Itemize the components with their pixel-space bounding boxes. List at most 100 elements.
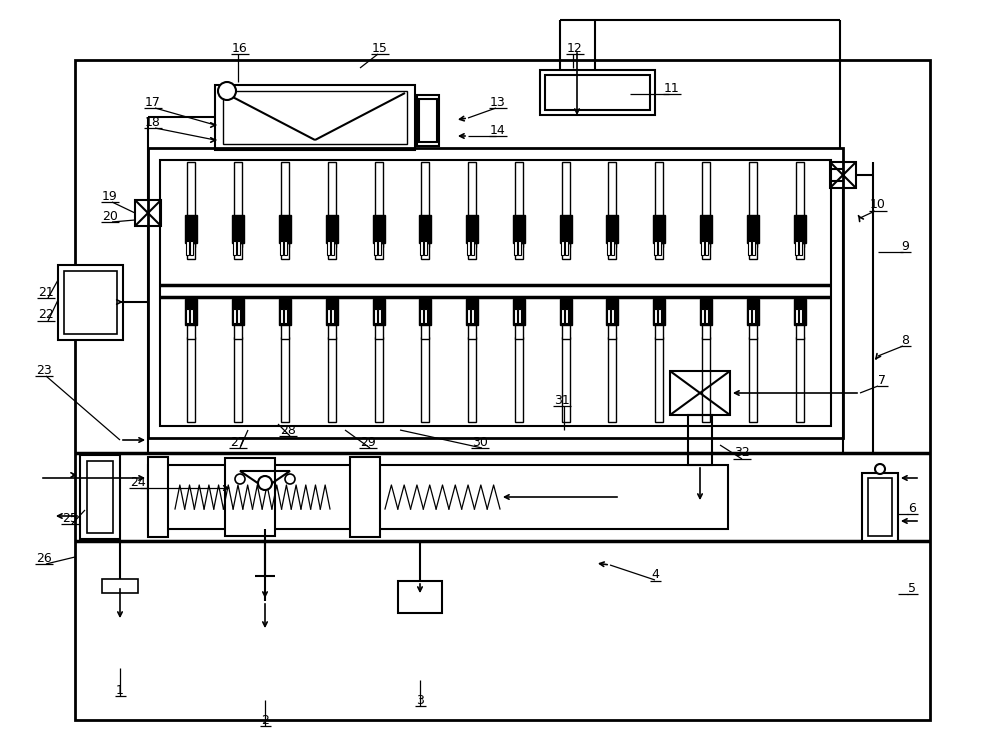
Bar [608, 337, 616, 422]
Bar [75, 60, 930, 720]
Text: 11: 11 [664, 81, 680, 94]
Bar [545, 75, 650, 110]
Bar [653, 215, 665, 243]
Bar [373, 299, 385, 325]
Bar [562, 162, 570, 247]
Text: 2: 2 [261, 713, 269, 727]
Bar [561, 241, 564, 255]
Bar [561, 309, 564, 323]
Text: 4: 4 [651, 569, 659, 581]
Bar [148, 465, 728, 529]
Bar [328, 243, 336, 259]
Bar [702, 337, 710, 422]
Text: 1: 1 [116, 683, 124, 697]
Text: 9: 9 [901, 240, 909, 253]
Bar [795, 309, 798, 323]
Bar [185, 215, 197, 243]
Bar [350, 457, 380, 537]
Bar [279, 215, 291, 243]
Bar [702, 162, 710, 247]
Bar [190, 241, 193, 255]
Bar [560, 299, 572, 325]
Text: 8: 8 [901, 333, 909, 347]
Bar [419, 299, 431, 325]
Bar [608, 243, 616, 259]
Bar [419, 99, 437, 142]
Bar [468, 243, 476, 259]
Bar [233, 309, 236, 323]
Bar [375, 243, 383, 259]
Text: 17: 17 [145, 96, 161, 109]
Text: 20: 20 [102, 210, 118, 222]
Bar [513, 215, 525, 243]
Bar [606, 299, 618, 325]
Bar [688, 415, 712, 465]
Bar [747, 215, 759, 243]
Bar [700, 215, 712, 243]
Bar [148, 457, 168, 537]
Bar [471, 241, 474, 255]
Bar [540, 70, 655, 115]
Text: 29: 29 [360, 436, 376, 449]
Bar [606, 215, 618, 243]
Bar [796, 323, 804, 339]
Text: 14: 14 [490, 124, 506, 136]
Bar [232, 215, 244, 243]
Bar [748, 241, 751, 255]
Bar [471, 309, 474, 323]
Bar [611, 241, 614, 255]
Bar [234, 323, 242, 339]
Text: 28: 28 [280, 424, 296, 437]
Bar [327, 241, 330, 255]
Bar [515, 162, 523, 247]
Bar [223, 91, 407, 144]
Bar [375, 323, 383, 339]
Bar [328, 323, 336, 339]
Bar [862, 473, 898, 541]
Bar [705, 309, 708, 323]
Bar [562, 243, 570, 259]
Bar [749, 243, 757, 259]
Bar [328, 162, 336, 247]
Bar [378, 309, 381, 323]
Bar [654, 309, 657, 323]
Text: 27: 27 [230, 436, 246, 449]
Text: 24: 24 [130, 476, 146, 489]
Bar [799, 309, 802, 323]
Bar [799, 241, 802, 255]
Bar [607, 309, 610, 323]
Bar [611, 309, 614, 323]
Text: 32: 32 [734, 446, 750, 459]
Bar [234, 243, 242, 259]
Text: 5: 5 [908, 581, 916, 594]
Bar [749, 337, 757, 422]
Text: 21: 21 [38, 286, 54, 299]
Text: 23: 23 [36, 363, 52, 376]
Bar [187, 243, 195, 259]
Bar [215, 85, 415, 150]
Bar [466, 299, 478, 325]
Bar [655, 337, 663, 422]
Bar [378, 241, 381, 255]
Text: 22: 22 [38, 308, 54, 321]
Bar [233, 241, 236, 255]
Bar [468, 162, 476, 247]
Bar [654, 241, 657, 255]
Bar [281, 243, 289, 259]
Bar [701, 309, 704, 323]
Text: 3: 3 [416, 694, 424, 706]
Bar [374, 241, 377, 255]
Text: 18: 18 [145, 115, 161, 128]
Bar [326, 299, 338, 325]
Bar [375, 162, 383, 247]
Bar [420, 241, 423, 255]
Text: 19: 19 [102, 189, 118, 203]
Bar [794, 215, 806, 243]
Bar [284, 241, 287, 255]
Circle shape [875, 464, 885, 474]
Bar [424, 309, 427, 323]
Bar [284, 309, 287, 323]
Bar [148, 148, 843, 438]
Bar [160, 160, 831, 426]
Bar [468, 337, 476, 422]
